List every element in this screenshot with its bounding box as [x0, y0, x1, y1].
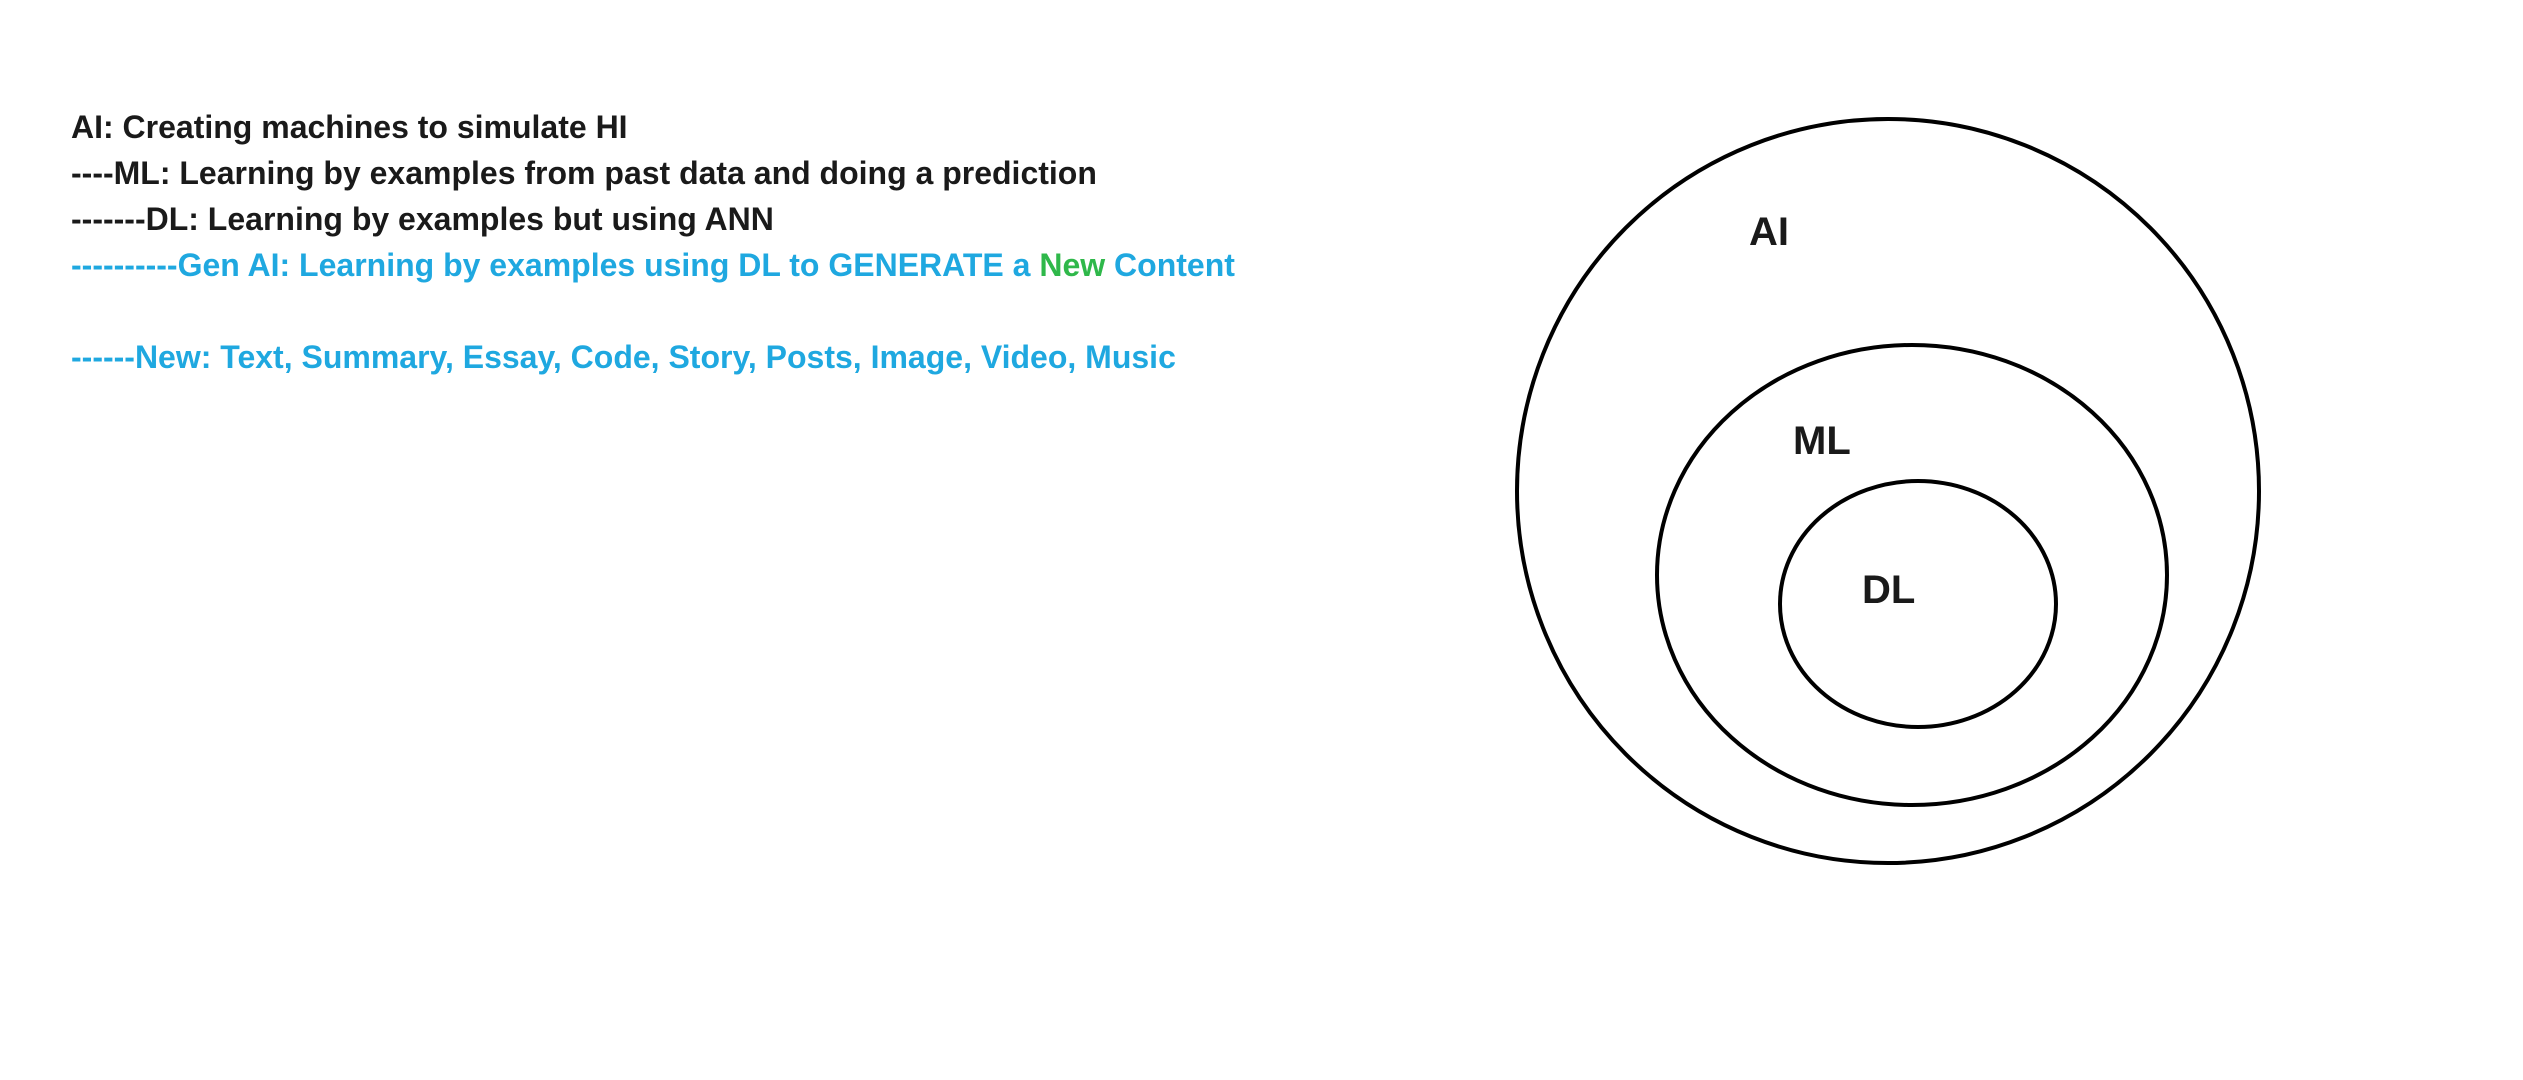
dl-definition: -------DL: Learning by examples but usin… [71, 201, 774, 237]
dl-circle [1778, 479, 2058, 729]
ml-label: ML [1793, 419, 1851, 463]
ai-circle [1515, 117, 2261, 865]
new-highlight: New [1039, 247, 1106, 283]
new-content-list: ------New: Text, Summary, Essay, Code, S… [71, 339, 1176, 375]
ml-definition: ----ML: Learning by examples from past d… [71, 155, 1097, 191]
ai-label: AI [1749, 210, 1789, 254]
gen-ai-definition: ----------Gen AI: Learning by examples u… [71, 242, 1235, 288]
ai-definition: AI: Creating machines to simulate HI [71, 109, 628, 145]
definitions-list: AI: Creating machines to simulate HI ---… [71, 104, 1235, 380]
gen-ai-definition-prefix: ----------Gen AI: Learning by examples u… [71, 247, 1040, 283]
ml-circle [1655, 343, 2169, 807]
dl-label: DL [1862, 568, 1915, 612]
gen-ai-definition-suffix: Content [1105, 247, 1235, 283]
